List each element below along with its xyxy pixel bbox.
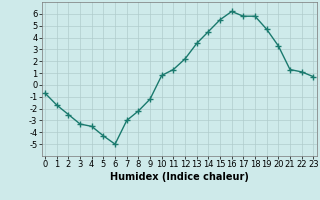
X-axis label: Humidex (Indice chaleur): Humidex (Indice chaleur)	[110, 172, 249, 182]
